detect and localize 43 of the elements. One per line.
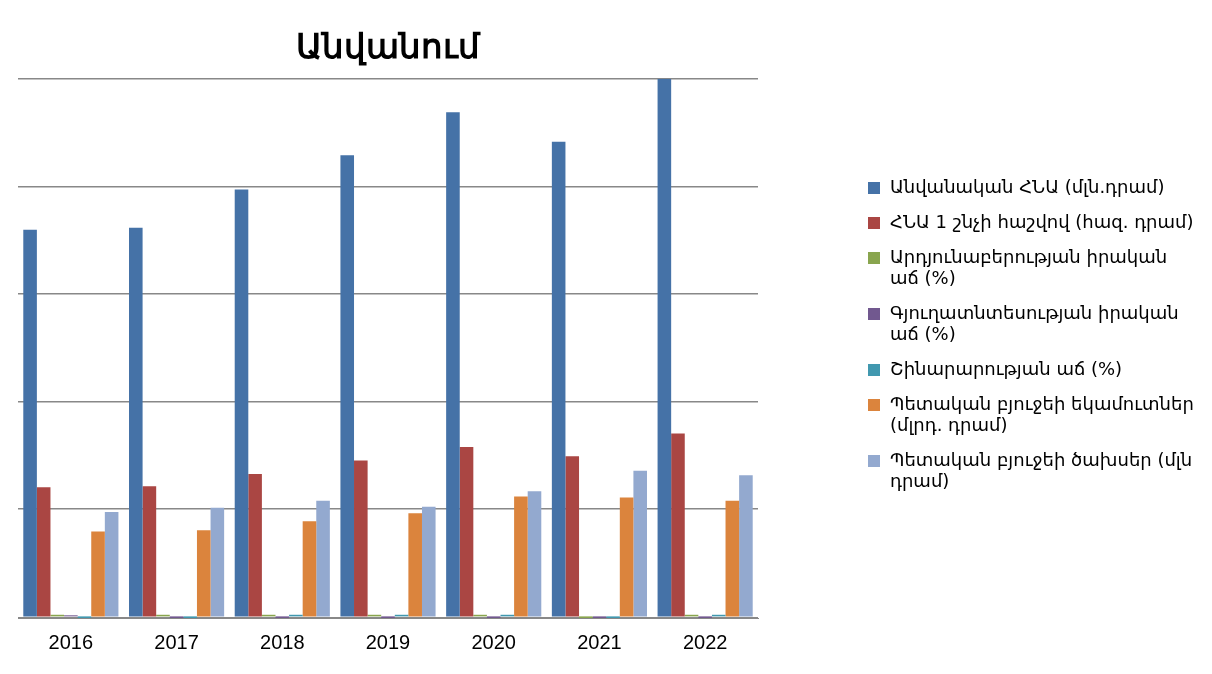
legend-label: ՀՆԱ 1 շնչի հաշվով (հազ. դրամ) xyxy=(890,210,1194,232)
bar xyxy=(234,189,249,617)
bar xyxy=(248,473,262,617)
legend-label: Պետական բյուջեի ծախսեր (մլն դրամ) xyxy=(890,448,1194,491)
bar xyxy=(340,155,355,617)
bar xyxy=(196,530,211,617)
legend-label: Անվանական ՀՆԱ (մլն.դրամ) xyxy=(890,175,1165,197)
x-tick-label: 2022 xyxy=(682,630,728,653)
bar xyxy=(408,513,422,617)
bar xyxy=(725,500,740,617)
bar xyxy=(459,447,474,617)
bar xyxy=(671,433,685,617)
bar xyxy=(657,78,672,617)
bar xyxy=(129,227,143,617)
bar xyxy=(619,497,634,617)
x-tick-label: 2018 xyxy=(260,630,305,653)
bar xyxy=(302,521,317,617)
bar xyxy=(104,512,119,617)
x-tick-label: 2020 xyxy=(471,630,516,653)
legend-label: Պետական բյուջեի եկամուտներ (մլրդ. դրամ) xyxy=(890,392,1195,435)
x-tick-label: 2019 xyxy=(365,630,411,653)
bar xyxy=(91,531,105,617)
bar xyxy=(142,486,157,617)
legend-label: Արդյունաբերության իրական աճ (%) xyxy=(890,245,1169,288)
bar xyxy=(23,229,37,617)
chart-title: Անվանում xyxy=(296,26,481,66)
bar xyxy=(316,500,330,617)
legend-label: Գյուղատնտեսության իրական աճ (%) xyxy=(890,301,1180,344)
x-tick-label: 2017 xyxy=(154,630,199,653)
bar xyxy=(739,475,753,617)
legend-label: Շինարարության աճ (%) xyxy=(890,357,1123,379)
bar xyxy=(36,487,51,617)
bar xyxy=(633,470,647,617)
bar xyxy=(565,456,580,617)
bar xyxy=(551,141,566,617)
bar xyxy=(421,506,436,617)
bar xyxy=(527,491,542,617)
x-tick-label: 2016 xyxy=(48,630,94,653)
bar xyxy=(514,496,528,617)
bar xyxy=(354,460,368,617)
x-tick-label: 2021 xyxy=(577,630,622,653)
bar xyxy=(446,112,460,617)
bar xyxy=(210,507,225,617)
